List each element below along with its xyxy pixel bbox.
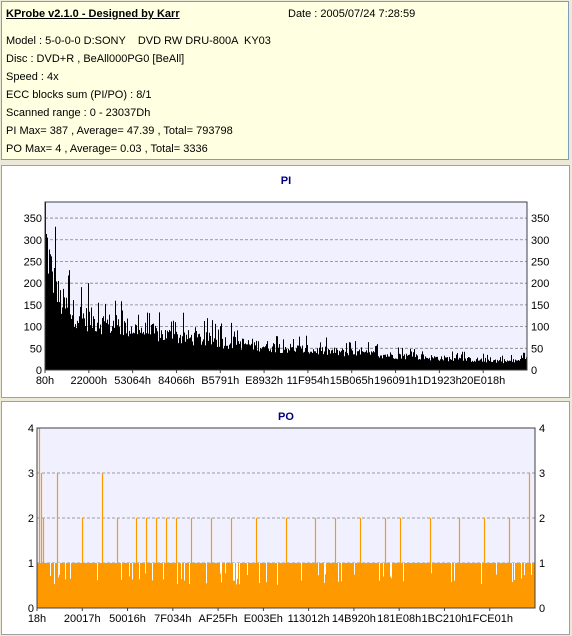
pi-ytick-left: 250: [24, 256, 42, 268]
po-chart: PO 0 0 1 1 2 2 3 3 4 4 18h 20017h 50016h 7F034h AF25Fh E…: [28, 411, 545, 625]
pi-ytick-right: 100: [531, 322, 549, 334]
pi-ytick-left: 150: [24, 300, 42, 312]
po-ytick-right: 2: [539, 513, 545, 525]
info-pi-stats: PI Max= 387 , Average= 47.39 , Total= 79…: [6, 125, 233, 137]
po-xtick-label: 18h: [28, 613, 46, 625]
po-xtick-label: E003Eh: [244, 613, 283, 625]
po-xtick-label: 1FCE01h: [466, 613, 512, 625]
pi-ytick-right: 0: [531, 365, 537, 377]
info-scanned-range: Scanned range : 0 - 23037Dh: [6, 107, 151, 119]
pi-chart: PI 0 0 50 50 100 100 150 150 200 200 250 250 300 300 35…: [24, 175, 550, 387]
pi-xtick-label: B5791h: [201, 375, 239, 387]
po-xtick-label: 7F034h: [154, 613, 191, 625]
pi-chart-title: PI: [281, 175, 291, 187]
pi-xtick-label: 53064h: [114, 375, 151, 387]
po-ytick-left: 4: [28, 423, 34, 435]
pi-ytick-right: 350: [531, 213, 549, 225]
po-xtick-label: 181E08h: [377, 613, 421, 625]
pi-ytick-left: 0: [36, 365, 42, 377]
pi-xtick-label: 15B065h: [330, 375, 374, 387]
po-chart-panel: PO 0 0 1 1 2 2 3 3 4 4 18h 20017h 50016h 7F034h AF25Fh E…: [1, 401, 570, 635]
pi-xtick-label: 20E018h: [461, 375, 505, 387]
pi-ytick-right: 250: [531, 256, 549, 268]
pi-ytick-right: 200: [531, 278, 549, 290]
pi-xtick-label: E8932h: [245, 375, 283, 387]
info-ecc-sum: ECC blocks sum (PI/PO) : 8/1: [6, 89, 152, 101]
info-panel: KProbe v2.1.0 - Designed by Karr Date : …: [1, 1, 569, 160]
info-po-stats: PO Max= 4 , Average= 0.03 , Total= 3336: [6, 143, 208, 155]
pi-ytick-left: 50: [30, 343, 42, 355]
po-ytick-left: 3: [28, 468, 34, 480]
po-chart-title: PO: [278, 411, 294, 423]
pi-ytick-right: 50: [531, 343, 543, 355]
po-xtick-label: 20017h: [64, 613, 101, 625]
po-ytick-left: 1: [28, 558, 34, 570]
pi-ytick-left: 200: [24, 278, 42, 290]
pi-bars: [45, 202, 527, 370]
po-ytick-left: 0: [28, 603, 34, 615]
pi-xtick-label: 22000h: [70, 375, 107, 387]
pi-ytick-left: 300: [24, 235, 42, 247]
po-xtick-label: AF25Fh: [199, 613, 238, 625]
po-ytick-right: 3: [539, 468, 545, 480]
pi-ytick-left: 100: [24, 322, 42, 334]
pi-ytick-left: 350: [24, 213, 42, 225]
pi-xtick-label: 1D1923h: [417, 375, 462, 387]
pi-xtick-label: 11F954h: [287, 375, 330, 387]
po-ytick-right: 1: [539, 558, 545, 570]
po-ytick-right: 0: [539, 603, 545, 615]
pi-ytick-right: 300: [531, 235, 549, 247]
po-ytick-left: 2: [28, 513, 34, 525]
po-bars: [37, 428, 535, 608]
info-model: Model : 5-0-0-0 D:SONY DVD RW DRU-800A K…: [6, 35, 271, 47]
pi-xtick-label: 196091h: [374, 375, 417, 387]
pi-xtick-label: 80h: [36, 375, 54, 387]
pi-ytick-right: 150: [531, 300, 549, 312]
app-title: KProbe v2.1.0 - Designed by Karr: [6, 8, 180, 20]
po-plot-frame: [36, 427, 536, 609]
pi-chart-panel: PI 0 0 50 50 100 100 150 150 200 200 250 250 300 300 35…: [1, 165, 570, 398]
po-xtick-label: 113012h: [288, 613, 330, 625]
po-xtick-label: 1BC210h: [422, 613, 468, 625]
pi-xtick-label: 84066h: [158, 375, 195, 387]
po-xtick-label: 14B920h: [332, 613, 376, 625]
scan-date: Date : 2005/07/24 7:28:59: [288, 8, 416, 20]
info-speed: Speed : 4x: [6, 71, 59, 83]
po-ytick-right: 4: [539, 423, 545, 435]
po-xtick-label: 50016h: [109, 613, 146, 625]
pi-plot-frame: [44, 201, 528, 371]
info-disc: Disc : DVD+R , BeAll000PG0 [BeAll]: [6, 53, 185, 65]
